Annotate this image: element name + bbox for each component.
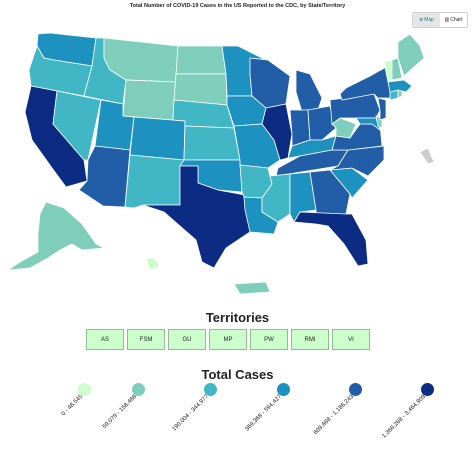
state-tx[interactable] (142, 165, 251, 269)
legend-label: 369,368 - 594,427 (244, 393, 284, 433)
state-nm[interactable] (124, 154, 185, 209)
state-hi[interactable] (145, 257, 161, 271)
territory-button-as[interactable]: AS (86, 329, 124, 350)
legend-swatch (78, 383, 91, 396)
state-md[interactable] (355, 117, 381, 132)
chart-view-button[interactable]: ▥ Chart (440, 13, 467, 27)
bar-chart-icon: ▥ (444, 17, 450, 23)
state-pr[interactable] (233, 281, 271, 295)
territories-buttons: AS FSM GU MP PW RMI VI (86, 329, 370, 350)
legend-label: 609,668 - 1,186,243 (312, 393, 356, 437)
state-wy[interactable] (122, 79, 177, 121)
legend-title: Total Cases (201, 367, 274, 382)
state-ks[interactable] (183, 125, 241, 161)
territory-button-vi[interactable]: VI (332, 329, 370, 350)
chart-title: Total Number of COVID-19 Cases in the US… (129, 3, 346, 9)
state-ma[interactable] (387, 79, 413, 93)
state-nd[interactable] (175, 45, 227, 75)
state-va[interactable] (331, 123, 383, 151)
state-co[interactable] (129, 116, 186, 161)
view-toggle[interactable]: ⊕ Map ▥ Chart (412, 12, 468, 28)
map-view-label: Map (424, 17, 434, 23)
state-vi[interactable] (419, 147, 435, 165)
territory-button-fsm[interactable]: FSM (127, 329, 165, 350)
legend-swatch (204, 383, 217, 396)
legend-swatch (349, 383, 362, 396)
state-ny[interactable] (339, 65, 393, 101)
legend-label: 0 - 48,545 (60, 393, 85, 418)
territories-title: Territories (205, 310, 270, 325)
state-nh[interactable] (391, 57, 403, 81)
state-nj[interactable] (377, 97, 387, 121)
state-me[interactable] (397, 33, 425, 77)
state-nv[interactable] (52, 90, 102, 161)
globe-icon: ⊕ (419, 17, 424, 23)
state-fl[interactable] (293, 211, 369, 267)
state-ak[interactable] (7, 201, 106, 271)
legend-swatch (421, 383, 434, 396)
legend-swatch (132, 383, 145, 396)
state-oh[interactable] (307, 105, 337, 141)
territory-button-rmi[interactable]: RMI (291, 329, 329, 350)
state-mi[interactable] (295, 69, 323, 113)
legend-label: 59,079 - 158,468 (101, 393, 139, 431)
legend-label: 1,366,268 - 3,464,909 (381, 393, 428, 440)
map-view-button[interactable]: ⊕ Map (413, 13, 440, 27)
us-states-map (7, 32, 435, 295)
state-il[interactable] (261, 103, 293, 161)
legend-label: 190,004 - 344,977 (171, 393, 211, 433)
territory-button-mp[interactable]: MP (209, 329, 247, 350)
legend-swatch (277, 383, 290, 396)
territory-button-pw[interactable]: PW (250, 329, 288, 350)
territory-button-gu[interactable]: GU (168, 329, 206, 350)
chart-view-label: Chart (450, 17, 463, 23)
